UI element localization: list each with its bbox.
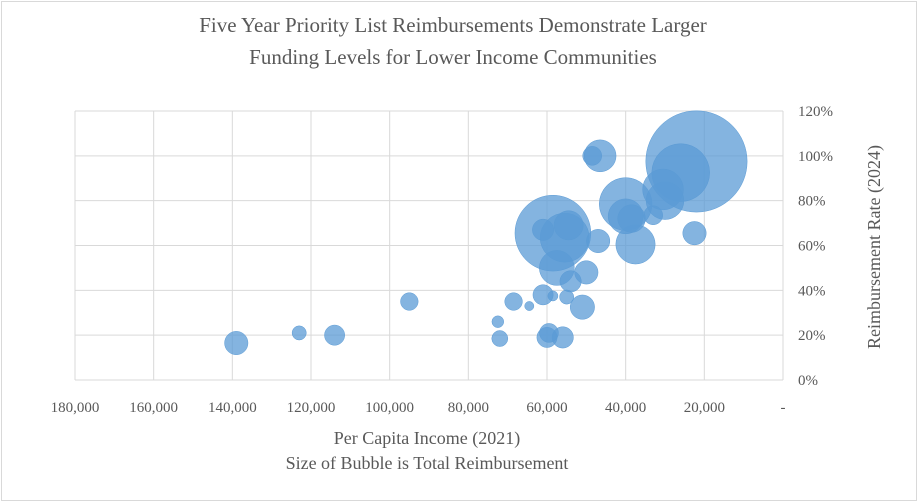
data-bubble [569, 294, 595, 320]
y-axis-ticks: 0% 20% 40% 60% 80% 100% 120% [798, 104, 833, 389]
x-axis-ticks: 180,000 160,000 140,000 120,000 100,000 80,00… [51, 400, 786, 416]
data-bubble [553, 210, 584, 241]
data-bubble [617, 204, 646, 233]
x-tick-label: 160,000 [129, 400, 178, 416]
data-bubble [559, 289, 575, 305]
x-axis-note: Size of Bubble is Total Reimbursement [286, 453, 569, 473]
data-bubble [491, 330, 509, 347]
x-tick-label: 100,000 [365, 400, 414, 416]
data-bubble [582, 146, 602, 166]
x-tick-label: 80,000 [448, 400, 489, 416]
x-tick-label: 40,000 [605, 400, 646, 416]
data-bubble [532, 218, 554, 241]
data-bubble [491, 315, 504, 328]
data-bubble [643, 205, 663, 225]
data-bubble [682, 221, 707, 246]
y-tick-label: 100% [798, 149, 833, 165]
data-bubble [547, 290, 559, 302]
y-tick-label: 0% [798, 373, 818, 389]
x-tick-label: 140,000 [208, 400, 257, 416]
x-tick-label: 120,000 [287, 400, 336, 416]
x-tick-label: - [781, 400, 786, 416]
y-tick-label: 40% [798, 283, 826, 299]
data-bubble [224, 331, 249, 355]
x-tick-label: 60,000 [526, 400, 567, 416]
y-axis-title: Reimbursement Rate (2024) [864, 145, 885, 349]
data-bubble [539, 323, 559, 343]
y-tick-label: 60% [798, 239, 826, 255]
bubble-series [224, 110, 748, 355]
data-bubble [324, 324, 345, 346]
chart-title-line-2: Funding Levels for Lower Income Communit… [249, 45, 657, 69]
x-axis-title: Per Capita Income (2021) [334, 428, 520, 449]
data-bubble [559, 270, 582, 293]
data-bubble [400, 292, 419, 311]
gridlines [74, 110, 784, 381]
y-tick-label: 20% [798, 328, 826, 344]
data-bubble [524, 301, 535, 311]
x-tick-label: 180,000 [51, 400, 100, 416]
y-tick-label: 80% [798, 194, 826, 210]
data-bubble [586, 229, 611, 253]
y-tick-label: 120% [798, 104, 833, 120]
data-bubble [291, 325, 307, 341]
x-tick-label: 20,000 [684, 400, 725, 416]
data-bubble [504, 292, 523, 311]
chart-title-line-1: Five Year Priority List Reimbursements D… [199, 13, 707, 37]
